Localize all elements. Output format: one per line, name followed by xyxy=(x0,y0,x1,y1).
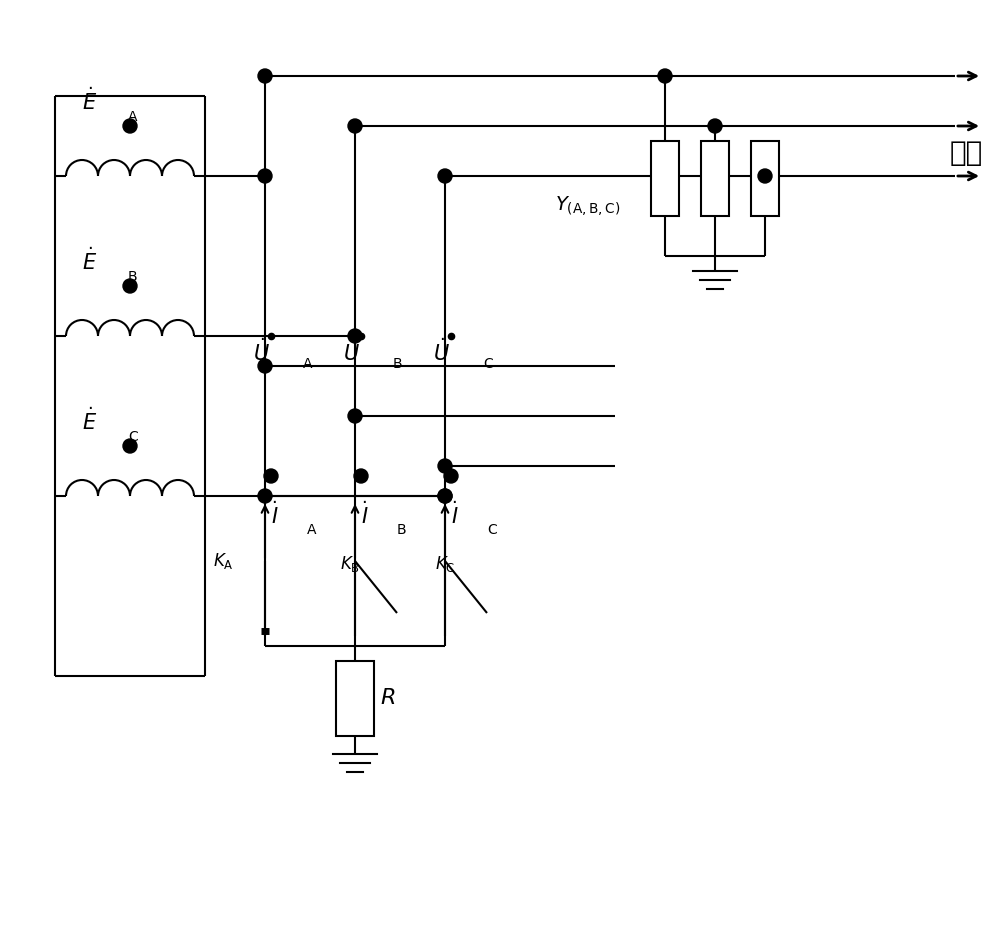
Text: B: B xyxy=(397,523,407,537)
Circle shape xyxy=(708,119,722,133)
Text: A: A xyxy=(303,357,312,371)
Circle shape xyxy=(123,119,137,133)
Bar xyxy=(701,141,729,216)
Circle shape xyxy=(258,69,272,83)
Circle shape xyxy=(258,489,272,503)
Text: C: C xyxy=(483,357,493,371)
Text: A: A xyxy=(307,523,316,537)
Circle shape xyxy=(658,69,672,83)
Text: C: C xyxy=(128,430,138,444)
Circle shape xyxy=(438,169,452,183)
Text: $\dot{E}$: $\dot{E}$ xyxy=(82,407,97,434)
Circle shape xyxy=(348,409,362,423)
Circle shape xyxy=(258,169,272,183)
Text: $K_\mathrm{C}$: $K_\mathrm{C}$ xyxy=(435,554,455,574)
Text: $Y_{(\mathrm{A,B,C})}$: $Y_{(\mathrm{A,B,C})}$ xyxy=(555,195,621,218)
Text: $\dot{E}$: $\dot{E}$ xyxy=(82,88,97,114)
Circle shape xyxy=(264,469,278,483)
Text: $\dot{I}$: $\dot{I}$ xyxy=(451,501,459,528)
Bar xyxy=(751,141,779,216)
Circle shape xyxy=(354,469,368,483)
Text: $K_\mathrm{A}$: $K_\mathrm{A}$ xyxy=(213,551,234,571)
Text: 负载: 负载 xyxy=(950,139,983,167)
Text: $\dot{U}$: $\dot{U}$ xyxy=(253,338,270,365)
Circle shape xyxy=(438,489,452,503)
Bar xyxy=(336,661,374,736)
Text: $\dot{E}$: $\dot{E}$ xyxy=(82,248,97,274)
Text: $K_\mathrm{B}$: $K_\mathrm{B}$ xyxy=(340,554,360,574)
Text: A: A xyxy=(128,110,138,124)
Bar xyxy=(651,141,679,216)
Text: $\dot{I}$: $\dot{I}$ xyxy=(271,501,279,528)
Circle shape xyxy=(123,439,137,453)
Text: $\dot{U}$: $\dot{U}$ xyxy=(433,338,450,365)
Circle shape xyxy=(258,359,272,373)
Text: B: B xyxy=(128,270,138,284)
Circle shape xyxy=(348,119,362,133)
Text: $R$: $R$ xyxy=(380,689,395,708)
Text: $\dot{I}$: $\dot{I}$ xyxy=(361,501,369,528)
Circle shape xyxy=(758,169,772,183)
Circle shape xyxy=(123,279,137,293)
Text: C: C xyxy=(487,523,497,537)
Text: B: B xyxy=(393,357,403,371)
Circle shape xyxy=(438,459,452,473)
Circle shape xyxy=(438,489,452,503)
Circle shape xyxy=(348,329,362,343)
Text: $\dot{U}$: $\dot{U}$ xyxy=(343,338,360,365)
Circle shape xyxy=(444,469,458,483)
